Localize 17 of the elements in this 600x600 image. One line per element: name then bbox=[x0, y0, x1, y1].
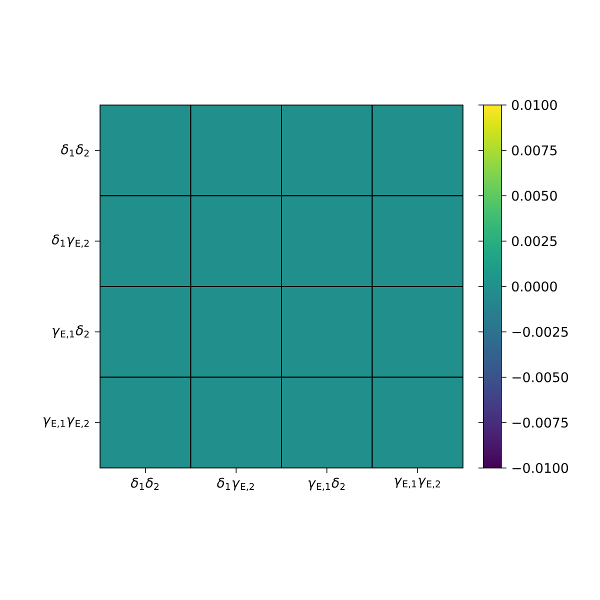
y-tick-label: γ$_{E,1}$γ$_{E,2}$ bbox=[43, 417, 89, 428]
x-tick-label: γ$_{E,1}$γ$_{E,2}$ bbox=[394, 478, 440, 488]
y-tick-label: δ$_{1}$γ$_{E,2}$ bbox=[52, 234, 89, 248]
color-bar-label: 0.0100 bbox=[512, 100, 557, 110]
y-tick-label: δ$_{1}$δ$_{2}$ bbox=[61, 144, 89, 156]
color-bar-label: 0.0025 bbox=[512, 236, 557, 246]
x-tick-label: δ$_{1}$γ$_{E,2}$ bbox=[217, 478, 254, 492]
x-tick-label: δ$_{1}$δ$_{2}$ bbox=[130, 478, 159, 490]
color-bar-label: −0.0100 bbox=[512, 462, 568, 474]
y-tick-label: γ$_{E,1}$δ$_{2}$ bbox=[52, 325, 89, 338]
color-bar-label: 0.0075 bbox=[512, 145, 557, 156]
x-tick-label: γ$_{E,1}$δ$_{2}$ bbox=[308, 478, 345, 491]
color-bar-label: 0.0000 bbox=[512, 281, 557, 292]
color-bar-label: −0.0050 bbox=[512, 372, 568, 382]
color-bar-label: 0.0050 bbox=[512, 190, 557, 201]
color-bar-label: −0.0025 bbox=[512, 326, 568, 337]
color-bar-label: −0.0075 bbox=[512, 418, 568, 428]
